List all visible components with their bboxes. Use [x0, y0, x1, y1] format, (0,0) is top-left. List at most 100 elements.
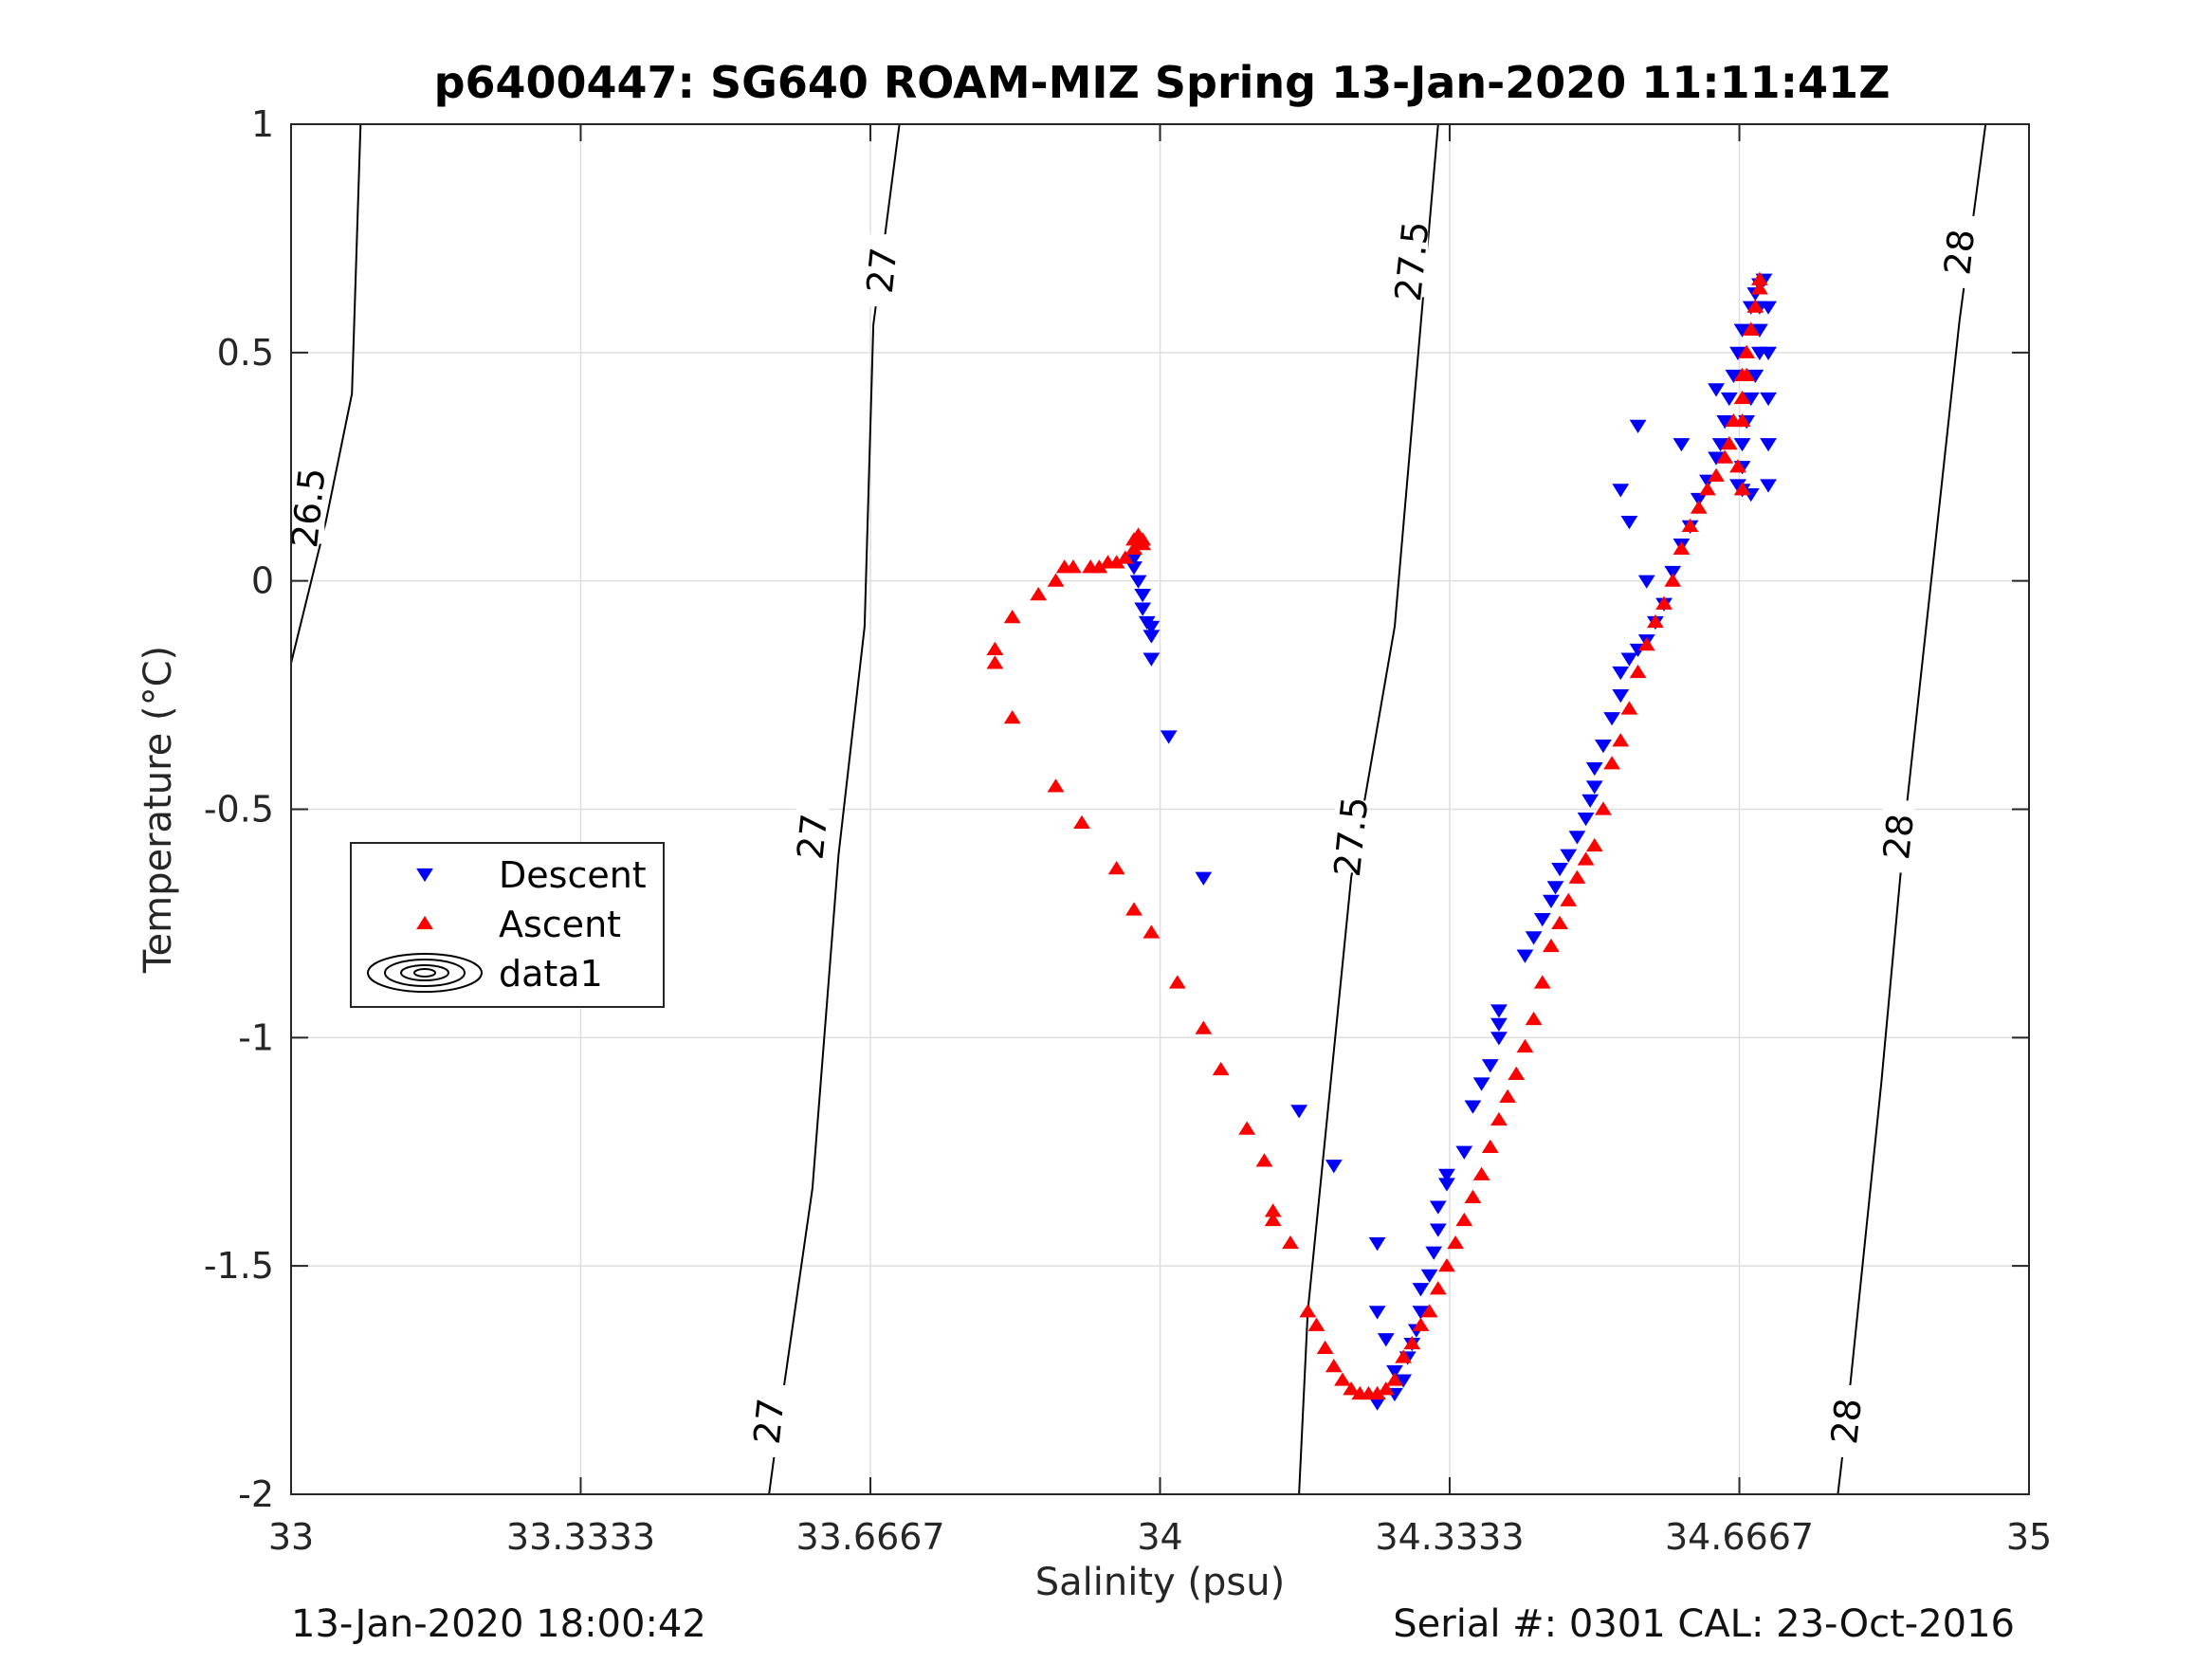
descent-marker	[1612, 688, 1630, 704]
descent-marker	[1143, 652, 1161, 667]
ascent-marker	[1733, 390, 1751, 405]
descent-marker	[1143, 620, 1161, 634]
ascent-marker	[1447, 1234, 1465, 1250]
descent-marker	[1760, 392, 1777, 407]
descent-marker	[1516, 949, 1534, 963]
descent-marker	[1490, 1004, 1508, 1018]
ascent-marker	[1733, 482, 1751, 496]
y-tick-label: 0.5	[217, 332, 274, 374]
ascent-marker	[1481, 1139, 1499, 1154]
descent-marker	[1533, 913, 1551, 927]
descent-marker	[1690, 492, 1708, 507]
ascent-marker	[1508, 1066, 1526, 1080]
contour-label: 28	[1875, 812, 1922, 862]
footer-timestamp: 13-Jan-2020 18:00:42	[291, 1602, 706, 1646]
ascent-marker	[1577, 851, 1595, 866]
descent-marker	[1472, 1077, 1490, 1091]
ascent-marker	[1282, 1234, 1299, 1250]
contour-label-knockout	[1396, 225, 1429, 298]
ascent-marker	[1629, 664, 1647, 679]
descent-marker	[1129, 575, 1147, 589]
descent-marker	[1629, 419, 1647, 434]
descent-marker	[1429, 1200, 1447, 1215]
contour-label: 27	[789, 812, 835, 862]
ascent-marker	[1560, 892, 1578, 906]
descent-marker	[1560, 849, 1578, 863]
ascent-marker	[1499, 1088, 1517, 1104]
descent-marker	[1325, 1160, 1343, 1174]
ascent-marker	[1047, 573, 1065, 587]
ascent-marker	[1403, 1335, 1421, 1350]
ascent-marker	[1551, 915, 1568, 930]
ascent-marker	[1698, 482, 1716, 496]
descent-marker	[1420, 1269, 1438, 1283]
descent-marker	[1708, 383, 1725, 397]
contour-label: 27	[746, 1397, 793, 1447]
ascent-marker	[1690, 500, 1708, 514]
ascent-marker	[1420, 1304, 1438, 1318]
ascent-marker	[1168, 975, 1186, 989]
descent-marker	[1551, 863, 1568, 877]
ascent-marker	[1073, 814, 1090, 830]
ascent-marker	[1673, 540, 1691, 556]
legend-contour-icon	[384, 959, 466, 987]
legend-contour-icon	[367, 953, 483, 993]
x-tick-label: 35	[2006, 1516, 2052, 1558]
y-axis-label: Temperature (°C)	[137, 646, 180, 974]
contour-label-knockout	[1943, 215, 1976, 288]
contour-label-knockout	[292, 471, 325, 544]
ascent-marker	[1612, 733, 1630, 747]
ascent-marker	[1733, 412, 1751, 428]
ascent-marker	[1238, 1121, 1256, 1135]
ascent-marker	[1647, 613, 1664, 629]
descent-marker	[1464, 1100, 1482, 1114]
contour-label-knockout	[866, 234, 899, 307]
descent-marker	[1760, 479, 1777, 493]
legend-contour-icon	[400, 964, 449, 981]
descent-marker	[1620, 652, 1638, 667]
descent-marker	[1581, 794, 1600, 809]
contour-label-knockout	[753, 1384, 786, 1457]
ascent-marker	[1746, 299, 1764, 313]
descent-marker	[1377, 1333, 1395, 1347]
ascent-marker	[1716, 449, 1734, 464]
descent-marker	[1525, 931, 1543, 945]
descent-marker	[1134, 589, 1152, 603]
ascent-marker	[1129, 527, 1147, 541]
descent-marker	[1425, 1246, 1443, 1260]
descent-marker	[1612, 666, 1630, 681]
legend-label: Descent	[499, 854, 647, 896]
descent-marker	[1368, 1236, 1386, 1252]
descent-marker	[1429, 1223, 1447, 1237]
ascent-marker	[1003, 610, 1021, 624]
descent-marker	[1368, 1306, 1386, 1320]
ascent-marker	[1568, 869, 1586, 884]
descent-marker	[1760, 346, 1777, 360]
contour-label: 27.5	[1387, 219, 1437, 303]
ascent-marker	[1125, 902, 1143, 916]
footer-serial-cal: Serial #: 0301 CAL: 23-Oct-2016	[1393, 1602, 2015, 1646]
y-tick-label: -1	[238, 1016, 274, 1058]
contour-label-knockout	[1830, 1384, 1863, 1457]
descent-marker	[1546, 881, 1564, 895]
ascent-marker	[1472, 1166, 1490, 1180]
descent-marker	[1290, 1105, 1308, 1119]
ascent-marker	[1377, 1381, 1395, 1396]
ascent-marker	[1438, 1258, 1455, 1272]
ascent-marker	[1750, 271, 1768, 285]
ascent-marker	[1343, 1381, 1361, 1396]
descent-marker	[1577, 813, 1595, 827]
descent-marker	[1637, 575, 1655, 589]
contour-label: 27.5	[1326, 795, 1377, 879]
descent-marker	[1160, 730, 1178, 744]
ascent-marker	[1030, 586, 1048, 601]
descent-marker	[1134, 602, 1152, 616]
descent-marker	[1760, 438, 1777, 452]
legend-box	[350, 842, 665, 1008]
ascent-marker	[1595, 801, 1612, 815]
x-tick-label: 34.6667	[1665, 1516, 1814, 1558]
ascent-marker	[1047, 778, 1065, 793]
descent-marker	[1585, 762, 1603, 777]
ascent-marker	[1533, 975, 1551, 989]
